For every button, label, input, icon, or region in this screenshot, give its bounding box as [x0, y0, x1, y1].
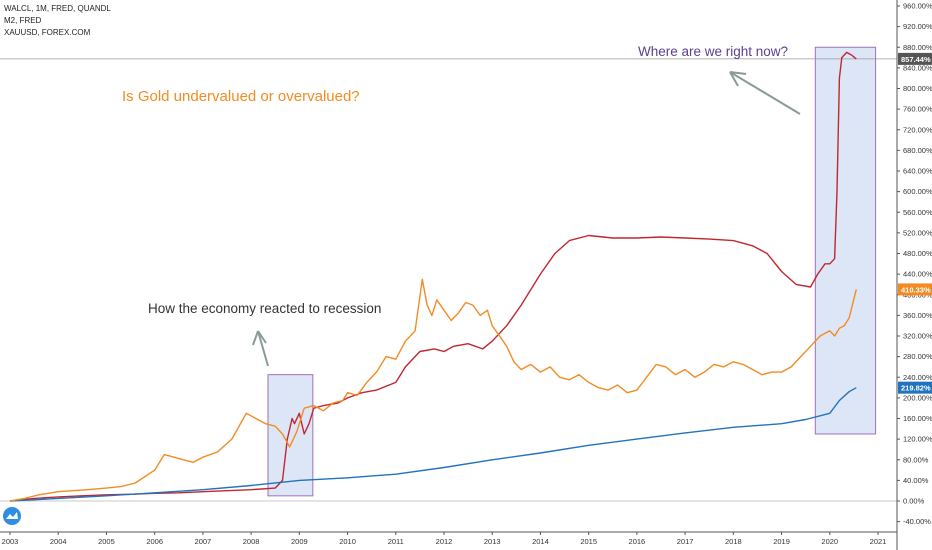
tradingview-logo[interactable] [3, 507, 21, 525]
series-line-gold [9, 278, 857, 502]
annotation-title: Is Gold undervalued or overvalued? [122, 88, 360, 105]
annotations: Is Gold undervalued or overvalued? Where … [122, 44, 801, 367]
y-tick-label: 800.00% [903, 84, 932, 93]
legend-xauusd: XAUUSD, FOREX.COM [4, 28, 91, 37]
y-tick-label: 360.00% [903, 311, 932, 320]
series-lines [9, 51, 857, 502]
legend-m2: M2, FRED [4, 16, 42, 25]
last-value-badge-gold [898, 283, 932, 296]
y-tick-label: 320.00% [903, 332, 932, 341]
x-tick-label: 2017 [677, 537, 694, 546]
last-value-label-walcl: 857.44% [901, 55, 931, 64]
chart-legend: WALCL, 1M, FRED, QUANDL M2, FRED XAUUSD,… [4, 3, 111, 39]
x-tick-label: 2019 [773, 537, 790, 546]
y-tick-label: 560.00% [903, 208, 932, 217]
y-tick-label: -40.00% [903, 517, 931, 526]
y-tick-label: 280.00% [903, 352, 932, 361]
x-tick-label: 2011 [388, 537, 404, 546]
x-tick-label: 2010 [339, 537, 356, 546]
x-tick-label: 2021 [870, 537, 887, 546]
highlight-boxes [267, 46, 877, 497]
y-tick-label: 40.00% [903, 476, 929, 485]
x-tick-label: 2013 [484, 537, 501, 546]
x-tick-label: 2007 [195, 537, 212, 546]
x-tick-label: 2016 [629, 537, 646, 546]
x-tick-label: 2009 [291, 537, 308, 546]
y-tick-label: 880.00% [903, 43, 932, 52]
x-tick-label: 2008 [243, 537, 260, 546]
logo-icon [6, 512, 18, 519]
x-tick-label: 2012 [436, 537, 453, 546]
x-tick-label: 2014 [532, 537, 549, 546]
y-tick-label: 0.00% [903, 497, 925, 506]
y-tick-label: 720.00% [903, 125, 932, 134]
x-axis: 2003 2004 2005 2006 2007 2008 2009 2010 2011 2012… [0, 58, 897, 546]
y-tick-label: 760.00% [903, 105, 932, 114]
last-value-label-m2: 219.82% [901, 384, 931, 393]
recession-highlight-box [267, 374, 314, 497]
legend-walcl: WALCL, 1M, FRED, QUANDL [4, 4, 111, 13]
series-line-walcl [9, 51, 857, 502]
y-axis: 960.00% 920.00% 880.00% 840.00% 800.00% 760.0… [896, 0, 932, 550]
y-tick-label: 80.00% [903, 455, 929, 464]
y-tick-label: 160.00% [903, 414, 932, 423]
y-tick-label: 480.00% [903, 249, 932, 258]
y-tick-label: 840.00% [903, 63, 932, 72]
series-line-m2 [9, 387, 857, 502]
annotation-where-now: Where are we right now? [638, 44, 788, 59]
x-tick-label: 2018 [725, 537, 742, 546]
x-tick-label: 2015 [580, 537, 597, 546]
x-tick-label: 2006 [146, 537, 163, 546]
y-tick-label: 600.00% [903, 187, 932, 196]
x-tick-label: 2020 [821, 537, 838, 546]
y-tick-label: 200.00% [903, 393, 932, 402]
arrowhead-where-now [729, 71, 747, 87]
last-value-badge-walcl [898, 52, 932, 65]
x-tick-label: 2005 [98, 537, 115, 546]
y-tick-label: 240.00% [903, 373, 932, 382]
y-tick-label: 120.00% [903, 435, 932, 444]
y-tick-label: 960.00% [903, 2, 932, 11]
arrowhead-recession [252, 330, 267, 346]
y-tick-label: 440.00% [903, 270, 932, 279]
y-tick-label: 520.00% [903, 228, 932, 237]
x-tick-label: 2004 [50, 537, 67, 546]
y-tick-label: 680.00% [903, 146, 932, 155]
arrow-recession [257, 330, 269, 367]
y-tick-label: 920.00% [903, 22, 932, 31]
x-tick-label: 2003 [2, 537, 19, 546]
arrow-where-now [729, 71, 801, 115]
y-tick-label: 640.00% [903, 167, 932, 176]
last-value-badge-m2 [898, 381, 932, 394]
last-value-label-gold: 410.33% [901, 285, 931, 294]
annotation-recession: How the economy reacted to recession [148, 301, 381, 316]
current-highlight-box [814, 46, 877, 435]
